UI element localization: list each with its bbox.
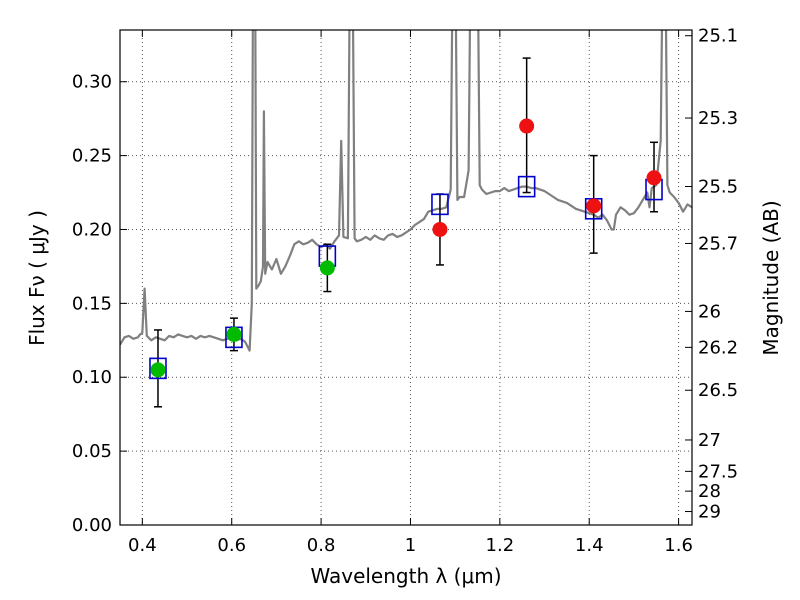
magnitude-tick-label: 27 <box>698 430 721 451</box>
magnitude-tick-label: 26 <box>698 301 721 322</box>
data-point <box>432 221 448 237</box>
x-tick-label: 1.2 <box>486 535 515 556</box>
data-point <box>519 118 535 134</box>
magnitude-tick-label: 27.5 <box>698 461 738 482</box>
y-tick-label: 0.30 <box>72 72 112 93</box>
model-spectrum-line <box>120 30 692 352</box>
magnitude-tick-label: 28 <box>698 481 721 502</box>
magnitude-tick-label: 25.7 <box>698 233 738 254</box>
x-axis: 0.4 0.6 0.8 1 1.2 1.4 1.6 <box>128 30 693 556</box>
plot-frame <box>119 29 693 526</box>
y-tick-label: 0.25 <box>72 146 112 167</box>
x-tick-label: 0.6 <box>217 535 246 556</box>
model-bandpass-square <box>431 193 449 216</box>
y-axis-title: Flux Fν ( μJy ) <box>25 210 49 346</box>
data-point <box>646 170 662 186</box>
magnitude-tick-label: 29 <box>698 502 721 523</box>
magnitude-tick-label: 25.3 <box>698 108 738 129</box>
x-tick-label: 1.4 <box>575 535 604 556</box>
magnitude-tick-label: 26.2 <box>698 337 738 358</box>
model-bandpass-square <box>149 357 167 380</box>
data-point <box>226 326 242 342</box>
x-tick-label: 0.4 <box>128 535 157 556</box>
y-axis: 0.00 0.05 0.10 0.15 0.20 0.25 0.30 <box>72 72 127 536</box>
data-point <box>319 260 335 276</box>
x-axis-title: Wavelength λ (μm) <box>310 564 501 588</box>
y-tick-label: 0.10 <box>72 367 112 388</box>
model-bandpass-square <box>517 175 536 198</box>
magnitude-tick-label: 25.1 <box>698 26 738 47</box>
bandpass-layer <box>149 175 663 380</box>
magnitude-tick-label: 25.5 <box>698 176 738 197</box>
spectrum-layer <box>120 30 692 352</box>
y-tick-label: 0.20 <box>72 219 112 240</box>
y-tick-label: 0.15 <box>72 293 112 314</box>
grid-layer <box>120 30 692 526</box>
x-tick-label: 0.8 <box>307 535 336 556</box>
magnitude-tick-label: 26.5 <box>698 380 738 401</box>
data-point <box>150 362 166 378</box>
x-tick-label: 1 <box>405 535 416 556</box>
x-tick-label: 1.6 <box>664 535 693 556</box>
points-layer <box>150 118 662 378</box>
data-point <box>586 198 602 214</box>
y-tick-label: 0.00 <box>72 515 112 536</box>
magnitude-axis-title: Magnitude (AB) <box>759 200 783 355</box>
y-tick-label: 0.05 <box>72 441 112 462</box>
